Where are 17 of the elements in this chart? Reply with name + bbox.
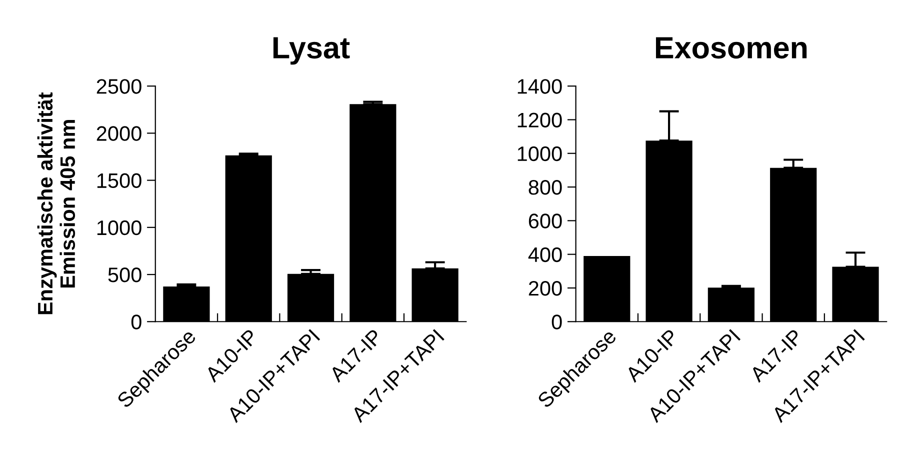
y-tick-label: 0 bbox=[552, 314, 562, 330]
y-tick-label: 0 bbox=[131, 314, 142, 330]
y-tick-label: 2000 bbox=[96, 126, 142, 141]
y-tick-label: 600 bbox=[528, 214, 562, 228]
y-tick-label: 2500 bbox=[96, 79, 142, 94]
y-axis-title: Enzymatische aktivität Emission 405 nm bbox=[37, 92, 76, 314]
y-tick-label: 1000 bbox=[97, 220, 142, 236]
y-tick-label: 1200 bbox=[518, 112, 562, 128]
y-tick-label: 1500 bbox=[97, 173, 142, 188]
y-tick-label: 400 bbox=[528, 247, 562, 262]
chart-title: Exosomen bbox=[656, 37, 807, 59]
y-tick-label: 1400 bbox=[518, 79, 562, 94]
chart-title: Lysat bbox=[273, 37, 350, 65]
y-tick-label: 200 bbox=[528, 280, 562, 296]
y-tick-label: 1000 bbox=[518, 146, 562, 162]
y-tick-label: 800 bbox=[528, 180, 562, 195]
y-tick-label: 500 bbox=[108, 268, 142, 282]
